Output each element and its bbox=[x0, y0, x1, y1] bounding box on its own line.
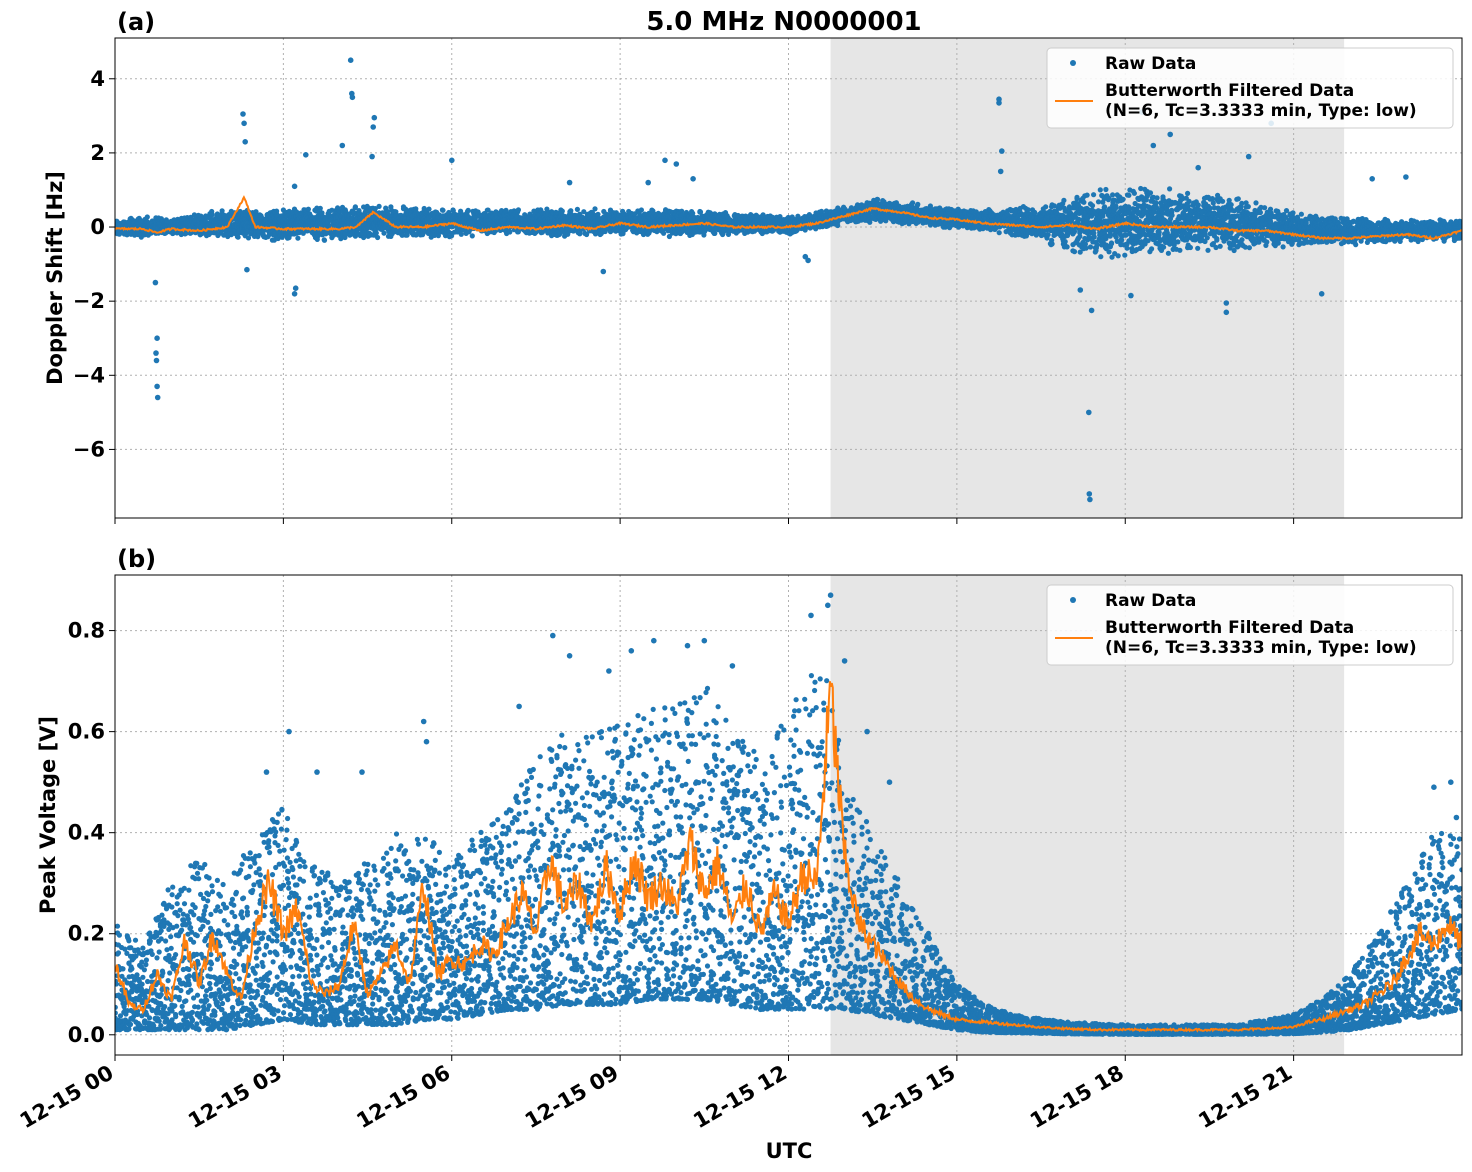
raw-data-point bbox=[375, 234, 381, 241]
raw-data-points bbox=[115, 57, 1462, 503]
raw-data-point bbox=[559, 208, 565, 214]
raw-data-point bbox=[574, 206, 581, 212]
raw-data-point bbox=[469, 233, 475, 239]
raw-data-point bbox=[235, 234, 241, 240]
raw-data-point bbox=[317, 205, 323, 211]
raw-data-point bbox=[245, 235, 252, 241]
figure-title: 5.0 MHz N0000001 bbox=[646, 7, 921, 37]
raw-data-point bbox=[295, 235, 301, 241]
raw-data-point bbox=[440, 207, 446, 213]
raw-data-point bbox=[253, 209, 259, 215]
raw-data-point bbox=[875, 196, 881, 203]
raw-data-point bbox=[458, 231, 464, 237]
raw-data-point bbox=[381, 230, 387, 236]
raw-data-point bbox=[321, 237, 328, 243]
raw-data-point bbox=[592, 206, 598, 212]
raw-data-point bbox=[426, 206, 432, 212]
raw-data-point bbox=[376, 203, 382, 209]
raw-data-point bbox=[712, 230, 718, 236]
raw-data-point bbox=[910, 200, 916, 206]
raw-data-point bbox=[915, 201, 921, 207]
raw-data-point bbox=[503, 207, 509, 213]
raw-data-point bbox=[219, 208, 225, 214]
raw-data-point bbox=[373, 230, 379, 236]
raw-data-point bbox=[209, 212, 215, 218]
panel-a-doppler-shift: 420−2−4−6(a)Doppler Shift [Hz]Raw DataBu… bbox=[43, 8, 1463, 524]
raw-data-point bbox=[638, 207, 645, 213]
raw-data-point bbox=[515, 207, 522, 213]
raw-data-point bbox=[661, 230, 667, 236]
raw-data-point bbox=[465, 207, 471, 213]
raw-data-point bbox=[305, 206, 311, 212]
raw-data-point bbox=[144, 214, 150, 220]
data-layer bbox=[115, 57, 1462, 503]
